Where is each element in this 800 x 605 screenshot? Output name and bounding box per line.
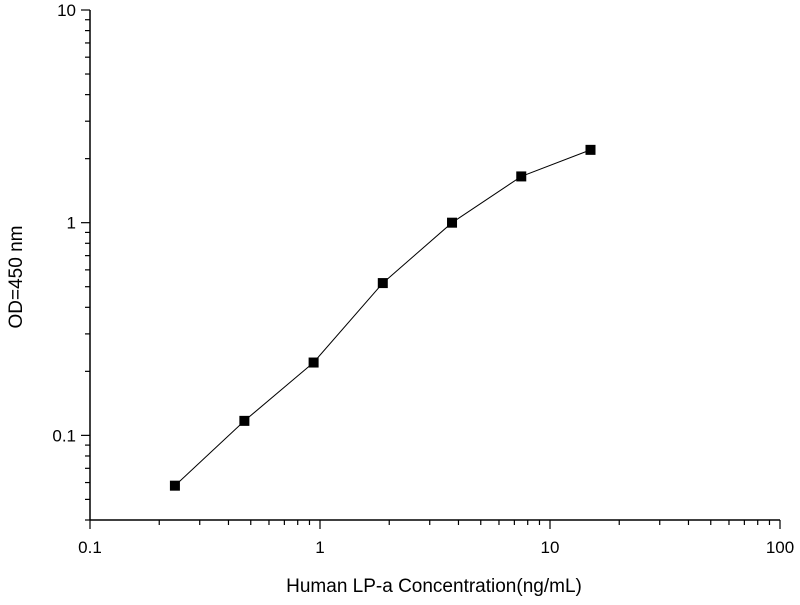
data-point — [447, 217, 458, 228]
y-tick-label: 0.1 — [52, 426, 76, 445]
series-line — [174, 149, 591, 487]
x-tick-label: 10 — [541, 538, 560, 557]
x-tick-label: 0.1 — [78, 538, 102, 557]
x-tick-label: 1 — [315, 538, 324, 557]
data-point — [169, 480, 180, 491]
data-point — [585, 144, 596, 155]
data-point — [239, 415, 250, 426]
y-tick-label: 10 — [57, 1, 76, 20]
data-point — [516, 171, 527, 182]
ticks: 0.1 1 10 100 0.1 1 10 — [52, 1, 794, 557]
data-point — [308, 357, 319, 368]
x-axis-title: Human LP-a Concentration(ng/mL) — [286, 576, 582, 597]
axes — [89, 10, 780, 521]
y-tick-label: 1 — [67, 214, 76, 233]
series-layer — [169, 144, 596, 491]
data-point — [377, 278, 388, 289]
x-tick-label: 100 — [766, 538, 794, 557]
y-axis-title: OD=450 nm — [6, 226, 27, 329]
